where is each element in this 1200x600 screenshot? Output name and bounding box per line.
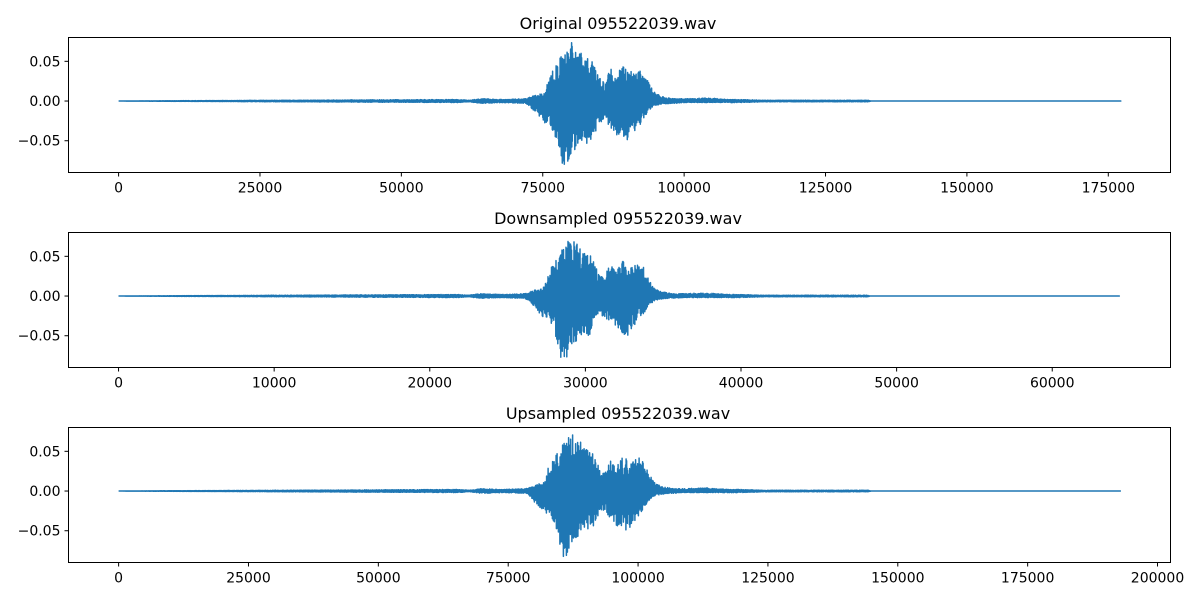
x-tick-label: 0 — [114, 376, 123, 392]
x-tick-label: 150000 — [940, 181, 993, 197]
y-tick-label: 0.00 — [29, 289, 60, 305]
x-tick-label: 100000 — [657, 181, 710, 197]
x-tick-label: 30000 — [563, 376, 608, 392]
x-tick-label: 50000 — [356, 571, 401, 587]
y-tick-label: 0.05 — [29, 249, 60, 265]
plot-area — [118, 42, 1122, 165]
axes-frame — [68, 427, 1171, 563]
x-tick-label: 25000 — [226, 571, 271, 587]
axes-frame — [68, 37, 1171, 173]
subplot-title: Upsampled 095522039.wav — [506, 404, 730, 423]
axes-frame — [68, 232, 1171, 368]
y-tick-label: 0.05 — [29, 54, 60, 70]
x-tick-label: 50000 — [874, 376, 919, 392]
x-tick-label: 25000 — [238, 181, 283, 197]
y-tick-label: 0.00 — [29, 484, 60, 500]
y-tick-label: 0.00 — [29, 94, 60, 110]
y-tick-label: −0.05 — [18, 134, 61, 150]
subplot-title: Downsampled 095522039.wav — [494, 209, 742, 228]
plot-area — [118, 434, 1122, 558]
x-tick-label: 125000 — [799, 181, 852, 197]
waveform-series-line — [118, 434, 1122, 558]
x-tick-label: 75000 — [486, 571, 531, 587]
x-tick-label: 150000 — [871, 571, 924, 587]
subplot-upsampled: Upsampled 095522039.wav 0 25000 50000 75000… — [18, 404, 1185, 587]
x-tick-label: 0 — [114, 571, 123, 587]
plot-area — [118, 240, 1121, 358]
x-tick-label: 125000 — [741, 571, 794, 587]
x-tick-label: 0 — [114, 181, 123, 197]
subplot-original: Original 095522039.wav 0 25000 50000 75000 1… — [18, 14, 1171, 197]
y-tick-label: 0.05 — [29, 444, 60, 460]
x-tick-label: 200000 — [1131, 571, 1184, 587]
subplot-title: Original 095522039.wav — [520, 14, 717, 33]
x-tick-label: 100000 — [611, 571, 664, 587]
x-tick-label: 50000 — [379, 181, 424, 197]
waveform-series-line — [118, 240, 1121, 358]
x-tick-label: 20000 — [408, 376, 453, 392]
x-tick-label: 175000 — [1082, 181, 1135, 197]
x-tick-label: 10000 — [252, 376, 297, 392]
x-tick-label: 40000 — [719, 376, 764, 392]
waveform-series-line — [118, 42, 1122, 165]
x-tick-label: 175000 — [1001, 571, 1054, 587]
x-tick-label: 60000 — [1030, 376, 1075, 392]
y-tick-label: −0.05 — [18, 524, 61, 540]
y-tick-label: −0.05 — [18, 329, 61, 345]
subplot-downsampled: Downsampled 095522039.wav 0 10000 20000 300… — [18, 209, 1171, 392]
x-tick-label: 75000 — [520, 181, 565, 197]
